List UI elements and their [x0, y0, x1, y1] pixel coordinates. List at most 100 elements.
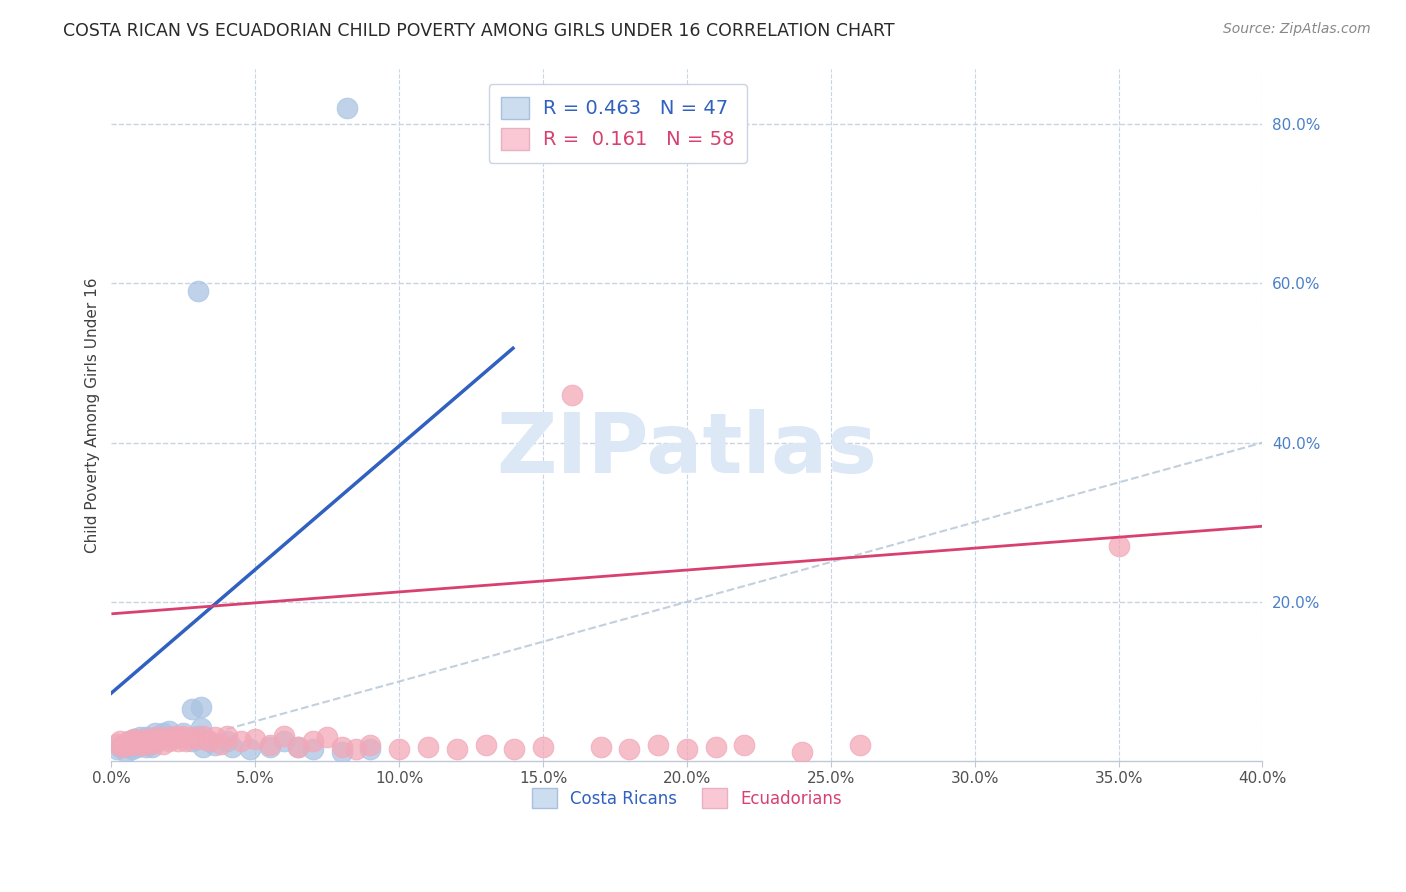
Point [238, 742, 260, 756]
Point [138, 734, 160, 748]
Point [132, 734, 155, 748]
Point [124, 731, 146, 746]
Point [160, 731, 183, 746]
Point [848, 738, 870, 752]
Point [676, 742, 699, 756]
Point [336, 101, 359, 115]
Text: ZIPatlas: ZIPatlas [496, 409, 877, 490]
Point [330, 745, 353, 759]
Point [108, 739, 131, 754]
Point [344, 742, 367, 756]
Point [127, 739, 149, 754]
Point [118, 739, 141, 754]
Point [143, 734, 166, 748]
Point [129, 730, 152, 744]
Point [108, 734, 131, 748]
Point [474, 738, 496, 752]
Point [166, 734, 188, 748]
Point [1108, 539, 1130, 553]
Point [193, 729, 215, 743]
Point [141, 739, 163, 754]
Point [734, 738, 756, 752]
Point [114, 737, 136, 751]
Point [193, 739, 215, 754]
Point [143, 730, 166, 744]
Point [121, 737, 143, 751]
Point [111, 738, 134, 752]
Point [589, 739, 612, 754]
Point [531, 739, 554, 754]
Point [198, 734, 221, 748]
Point [259, 738, 281, 752]
Point [141, 737, 163, 751]
Point [215, 729, 238, 743]
Point [287, 739, 309, 754]
Point [135, 731, 157, 746]
Point [181, 734, 204, 748]
Point [121, 738, 143, 752]
Point [204, 730, 226, 744]
Point [163, 730, 186, 744]
Point [190, 721, 212, 735]
Point [316, 730, 339, 744]
Point [132, 738, 155, 752]
Y-axis label: Child Poverty Among Girls Under 16: Child Poverty Among Girls Under 16 [86, 277, 100, 552]
Point [215, 734, 238, 748]
Point [209, 737, 232, 751]
Point [273, 734, 295, 748]
Point [135, 730, 157, 744]
Point [127, 737, 149, 751]
Point [149, 731, 172, 746]
Point [287, 739, 309, 754]
Point [124, 731, 146, 746]
Point [163, 729, 186, 743]
Legend: Costa Ricans, Ecuadorians: Costa Ricans, Ecuadorians [524, 781, 849, 815]
Point [790, 745, 813, 759]
Point [105, 742, 128, 756]
Point [359, 742, 381, 756]
Point [704, 739, 727, 754]
Point [561, 388, 583, 402]
Point [135, 739, 157, 754]
Point [114, 745, 136, 759]
Point [157, 734, 180, 748]
Point [259, 739, 281, 754]
Point [174, 734, 197, 748]
Point [503, 742, 526, 756]
Point [143, 726, 166, 740]
Point [105, 737, 128, 751]
Point [190, 700, 212, 714]
Point [152, 726, 174, 740]
Point [146, 730, 169, 744]
Point [446, 742, 468, 756]
Point [172, 729, 194, 743]
Point [146, 734, 169, 748]
Point [124, 738, 146, 752]
Point [169, 730, 191, 744]
Point [149, 731, 172, 746]
Point [172, 726, 194, 740]
Point [647, 738, 669, 752]
Point [129, 738, 152, 752]
Point [330, 739, 353, 754]
Point [359, 738, 381, 752]
Point [187, 285, 209, 299]
Point [129, 734, 152, 748]
Point [221, 739, 243, 754]
Point [127, 734, 149, 748]
Point [204, 738, 226, 752]
Point [118, 734, 141, 748]
Point [245, 731, 267, 746]
Point [152, 737, 174, 751]
Point [302, 742, 325, 756]
Point [111, 739, 134, 754]
Text: Source: ZipAtlas.com: Source: ZipAtlas.com [1223, 22, 1371, 37]
Text: COSTA RICAN VS ECUADORIAN CHILD POVERTY AMONG GIRLS UNDER 16 CORRELATION CHART: COSTA RICAN VS ECUADORIAN CHILD POVERTY … [63, 22, 894, 40]
Point [302, 734, 325, 748]
Point [619, 742, 641, 756]
Point [388, 742, 411, 756]
Point [114, 737, 136, 751]
Point [155, 730, 177, 744]
Point [273, 729, 295, 743]
Point [121, 742, 143, 756]
